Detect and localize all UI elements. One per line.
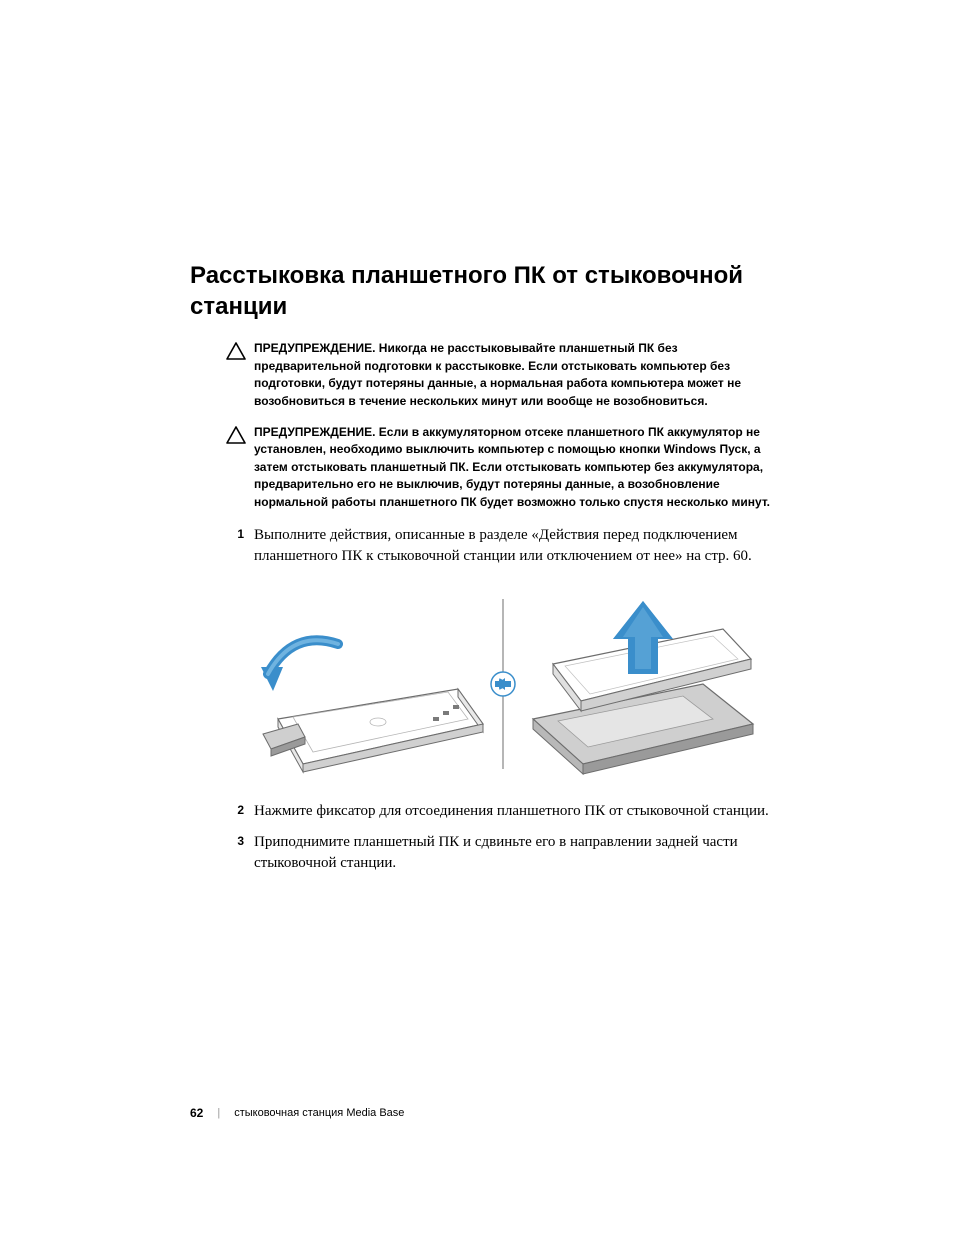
footer-section: стыковочная станция Media Base (234, 1107, 404, 1119)
caution-icon (226, 342, 246, 365)
step-1: 1 Выполните действия, описанные в раздел… (190, 525, 780, 567)
warning-block-1: ПРЕДУПРЕЖДЕНИЕ. Никогда не расстыковывай… (190, 340, 780, 410)
page-number: 62 (190, 1106, 203, 1120)
caution-icon (226, 426, 246, 449)
step-3: 3 Приподнимите планшетный ПК и сдвиньте … (190, 832, 780, 874)
undock-figure (226, 589, 780, 779)
warning-label: ПРЕДУПРЕЖДЕНИЕ. (254, 341, 375, 355)
step-number: 3 (226, 832, 244, 848)
step-2: 2 Нажмите фиксатор для отсоединения план… (190, 801, 780, 822)
warning-label: ПРЕДУПРЕЖДЕНИЕ. (254, 425, 375, 439)
step-text: Выполните действия, описанные в разделе … (254, 525, 780, 567)
page: Расстыковка планшетного ПК от стыковочно… (0, 0, 954, 1235)
warning-text-2: ПРЕДУПРЕЖДЕНИЕ. Если в аккумуляторном от… (254, 424, 780, 511)
step-text: Нажмите фиксатор для отсоединения планше… (254, 801, 769, 822)
page-footer: 62 | стыковочная станция Media Base (190, 1106, 404, 1120)
page-title: Расстыковка планшетного ПК от стыковочно… (190, 260, 780, 322)
step-number: 2 (226, 801, 244, 817)
warning-text-1: ПРЕДУПРЕЖДЕНИЕ. Никогда не расстыковывай… (254, 340, 780, 410)
step-text: Приподнимите планшетный ПК и сдвиньте ег… (254, 832, 780, 874)
warning-block-2: ПРЕДУПРЕЖДЕНИЕ. Если в аккумуляторном от… (190, 424, 780, 511)
step-number: 1 (226, 525, 244, 541)
content-column: Расстыковка планшетного ПК от стыковочно… (190, 260, 780, 884)
footer-divider: | (217, 1107, 220, 1119)
